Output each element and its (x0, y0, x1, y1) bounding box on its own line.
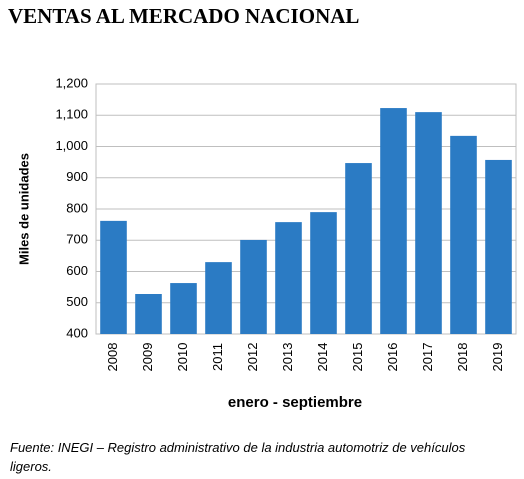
source-note: Fuente: INEGI – Registro administrativo … (10, 440, 466, 474)
y-tick-label: 600 (66, 263, 88, 278)
x-tick-label: 2012 (245, 343, 260, 372)
x-tick-label: 2019 (490, 343, 505, 372)
bar (380, 108, 407, 334)
x-tick-label: 2011 (210, 343, 225, 371)
x-tick-label: 2013 (280, 343, 295, 372)
bar (100, 220, 127, 334)
y-axis-label: Miles de unidades (16, 153, 31, 265)
x-tick-label: 2014 (315, 343, 330, 372)
x-tick-label: 2010 (175, 343, 190, 372)
x-tick-label: 2009 (140, 343, 155, 372)
x-tick-label: 2016 (385, 343, 400, 372)
chart-title: VENTAS AL MERCADO NACIONAL (8, 4, 359, 28)
y-tick-label: 1,200 (55, 75, 88, 90)
y-tick-label: 1,100 (55, 107, 88, 122)
bar (310, 212, 337, 334)
chart: VENTAS AL MERCADO NACIONAL enero - septi… (8, 4, 517, 411)
bar (205, 262, 232, 334)
bar (135, 294, 162, 334)
bar (240, 239, 267, 334)
y-tick-label: 400 (66, 325, 88, 340)
bar (275, 222, 302, 334)
bar (345, 163, 372, 334)
x-tick-label: 2008 (105, 343, 120, 372)
y-tick-label: 500 (66, 294, 88, 309)
x-tick-label: 2015 (350, 343, 365, 372)
x-axis-label: enero - septiembre (228, 394, 362, 411)
y-tick-label: 1,000 (55, 138, 88, 153)
x-tick-label: 2018 (455, 343, 470, 372)
x-tick-label: 2017 (420, 343, 435, 372)
y-tick-label: 800 (66, 200, 88, 215)
bar (485, 159, 512, 334)
y-tick-label: 900 (66, 169, 88, 184)
bar (450, 135, 477, 334)
bar (170, 283, 197, 334)
y-tick-label: 700 (66, 232, 88, 247)
bar (415, 112, 442, 334)
